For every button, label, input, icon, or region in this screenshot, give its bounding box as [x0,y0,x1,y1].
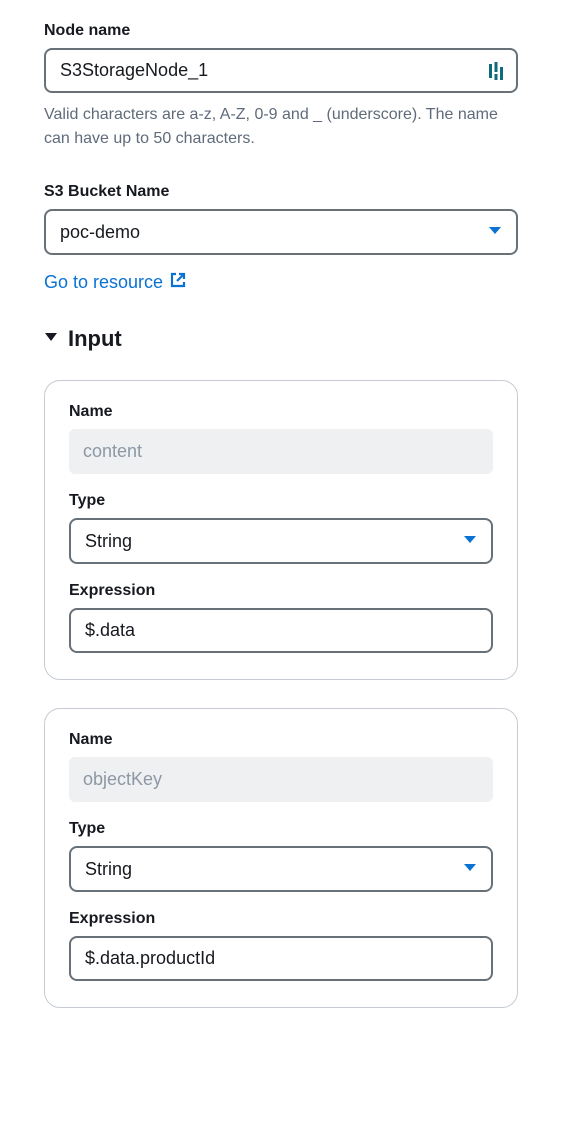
input-name-readonly: objectKey [69,757,493,802]
input-expression-input[interactable] [69,608,493,653]
input-type-select[interactable]: String [69,846,493,892]
input-expression-label: Expression [69,910,493,928]
input-type-select-wrap: String [69,846,493,892]
input-expression-label: Expression [69,582,493,600]
node-name-label: Node name [44,22,518,40]
node-name-help: Valid characters are a-z, A-Z, 0-9 and _… [44,103,518,151]
bucket-select[interactable]: poc-demo [44,209,518,255]
bucket-select-wrap: poc-demo [44,209,518,255]
input-name-label: Name [69,403,493,421]
input-card: Name objectKey Type String Expression [44,708,518,1008]
chevron-down-icon [44,330,58,348]
input-type-label: Type [69,492,493,510]
bucket-select-value: poc-demo [60,222,140,243]
input-card: Name content Type String Expression [44,380,518,680]
bars-icon [488,62,504,80]
input-expression-input[interactable] [69,936,493,981]
input-type-select-wrap: String [69,518,493,564]
input-type-select[interactable]: String [69,518,493,564]
input-type-value: String [85,531,132,552]
input-name-label: Name [69,731,493,749]
bucket-name-label: S3 Bucket Name [44,183,518,201]
input-name-readonly: content [69,429,493,474]
go-to-resource-label: Go to resource [44,272,163,293]
go-to-resource-link[interactable]: Go to resource [44,271,187,294]
input-type-label: Type [69,820,493,838]
node-name-input[interactable] [44,48,518,93]
external-link-icon [169,271,187,294]
input-section-title: Input [68,326,122,352]
input-type-value: String [85,859,132,880]
node-name-input-wrap [44,48,518,93]
input-section-toggle[interactable]: Input [44,326,518,352]
